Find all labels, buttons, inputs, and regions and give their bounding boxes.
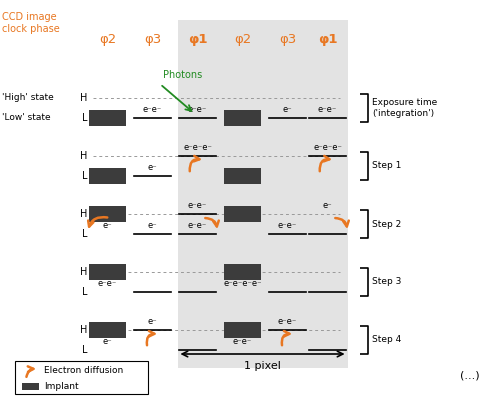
Text: 1 pixel: 1 pixel: [244, 361, 281, 371]
Bar: [224, 322, 261, 338]
Text: e⁻e⁻: e⁻e⁻: [143, 105, 162, 114]
Text: H: H: [80, 209, 88, 219]
Bar: [89, 110, 126, 126]
Text: e⁻: e⁻: [148, 221, 158, 230]
Bar: [224, 206, 261, 222]
Text: φ3: φ3: [279, 34, 296, 46]
Text: e⁻: e⁻: [282, 105, 292, 114]
Text: L: L: [82, 229, 87, 239]
Bar: [224, 264, 261, 280]
Text: H: H: [80, 93, 88, 103]
Text: H: H: [80, 325, 88, 335]
Bar: [22, 383, 39, 390]
Text: e⁻: e⁻: [102, 221, 113, 230]
Bar: [89, 322, 126, 338]
Text: (...): (...): [460, 371, 480, 381]
Text: 'High' state: 'High' state: [2, 94, 54, 102]
Bar: [89, 206, 126, 222]
Bar: [178, 20, 348, 368]
Text: e⁻e⁻: e⁻e⁻: [188, 201, 207, 210]
Text: Step 1: Step 1: [372, 162, 402, 170]
Text: L: L: [82, 287, 87, 297]
Text: e⁻e⁻: e⁻e⁻: [278, 317, 297, 326]
Text: e⁻e⁻e⁻: e⁻e⁻e⁻: [313, 143, 342, 152]
Bar: [224, 168, 261, 184]
Text: e⁻e⁻: e⁻e⁻: [188, 105, 207, 114]
Text: φ1: φ1: [188, 34, 208, 46]
Text: Exposure time
('integration'): Exposure time ('integration'): [372, 98, 438, 118]
Text: e⁻e⁻: e⁻e⁻: [98, 279, 117, 288]
Text: e⁻e⁻: e⁻e⁻: [318, 105, 337, 114]
Text: e⁻e⁻: e⁻e⁻: [278, 221, 297, 230]
Text: Step 3: Step 3: [372, 278, 402, 286]
Text: φ1: φ1: [318, 34, 337, 46]
Text: e⁻e⁻: e⁻e⁻: [188, 221, 207, 230]
Text: φ2: φ2: [99, 34, 116, 46]
Text: L: L: [82, 171, 87, 181]
Bar: [15, 361, 148, 394]
Text: H: H: [80, 267, 88, 277]
Bar: [224, 110, 261, 126]
Text: e⁻: e⁻: [102, 337, 113, 346]
Text: e⁻: e⁻: [322, 201, 332, 210]
Text: Electron diffusion: Electron diffusion: [44, 366, 123, 375]
Text: Step 2: Step 2: [372, 220, 402, 228]
Text: φ3: φ3: [144, 34, 161, 46]
Bar: [89, 264, 126, 280]
Text: e⁻: e⁻: [148, 317, 158, 326]
Text: CCD image
clock phase: CCD image clock phase: [2, 12, 60, 34]
Text: Implant: Implant: [44, 382, 78, 391]
Text: e⁻: e⁻: [148, 163, 158, 172]
Text: Photons: Photons: [162, 70, 202, 80]
Text: 'Low' state: 'Low' state: [2, 114, 51, 122]
Text: e⁻e⁻e⁻e⁻: e⁻e⁻e⁻e⁻: [223, 279, 262, 288]
Text: L: L: [82, 345, 87, 355]
Text: Step 4: Step 4: [372, 336, 402, 344]
Bar: [89, 168, 126, 184]
Text: L: L: [82, 113, 87, 123]
Text: e⁻e⁻e⁻: e⁻e⁻e⁻: [183, 143, 212, 152]
Text: H: H: [80, 151, 88, 161]
Text: φ2: φ2: [234, 34, 251, 46]
Text: e⁻e⁻: e⁻e⁻: [233, 337, 252, 346]
